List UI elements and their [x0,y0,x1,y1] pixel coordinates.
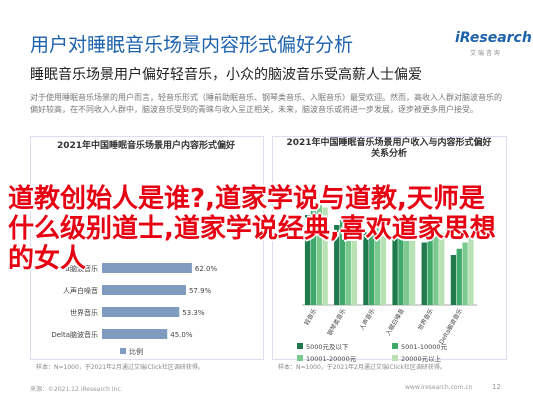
legend-label: 比例 [129,347,143,356]
value-label: 45.0% [170,331,193,339]
logo: iResearch [455,30,532,46]
bar [392,236,398,305]
left-chart: α脑波音乐 62.0% 人声白噪音 57.9% 世界音乐 53.3% Delta脑波音乐 45… [51,263,218,356]
bar [450,255,457,305]
bar [334,225,340,305]
category-label: Delta脑波音乐 [51,330,98,339]
footer-page: 12 [492,383,501,391]
left-chart-title: 2021年中国睡眠音乐场景用户内容形式偏好 [56,141,236,151]
bar [409,227,416,305]
right-note: 样本：N=1000，于2021年2月通过艾瑞iClick社区调研获得。 [278,364,446,371]
right-chart: 轻音乐 钢琴类音乐 人声音乐 入眠白噪音 世界音乐 Delta脑波音乐 5000元及以下 50… [297,205,477,363]
category-label: 世界音乐 [416,307,435,332]
bar [351,215,357,305]
bar [421,242,427,305]
value-label: 53.3% [182,309,205,317]
bar [102,329,168,339]
legend-swatch [392,355,398,361]
bar [304,215,311,305]
category-label: Delta脑波音乐 [437,307,464,346]
bar [456,248,462,305]
left-panel [30,136,264,360]
category-label: 人声白噪音 [63,286,98,295]
legend-label: 20000元以上 [401,354,442,363]
bar [398,232,404,305]
overlay-text: 道教创始人是谁?,道家学说与道教,天师是什么级别道士,道家学说经典,喜欢道家思想… [8,184,496,274]
bar [102,263,192,273]
bar [316,205,322,305]
legend-label: 10001-20000元 [306,355,357,363]
footer-site: www.iresearch.com.cn [405,384,473,391]
bar [322,207,328,305]
title: 用户对睡眠音乐场景内容形式偏好分析 [30,34,354,56]
bar [363,232,369,305]
legend-swatch [392,343,398,349]
bar [404,230,410,305]
category-label: 钢琴类音乐 [326,307,348,337]
bar [369,230,375,305]
subtitle: 睡眠音乐场景用户偏好轻音乐，小众的脑波音乐受高薪人士偏爱 [30,67,422,83]
bar [102,285,186,295]
legend-swatch [120,348,126,354]
bar [339,220,346,305]
legend-label: 5001-10000元 [401,343,448,351]
bar [462,242,468,305]
value-label: 57.9% [189,287,212,295]
bar [468,235,474,305]
bar [433,235,439,305]
right-panel [272,136,507,360]
bar [345,217,352,305]
value-label: 62.0% [195,265,218,273]
category-label: 世界音乐 [70,308,98,317]
logo-sub: 艾 瑞 咨 询 [470,50,500,57]
bar [439,232,445,305]
legend-swatch [297,343,303,349]
right-chart-title: 2021年中国睡眠音乐场景用户收入与内容形式偏好关系分析 [286,138,492,159]
category-label: 轻音乐 [302,307,318,327]
legend-swatch [297,355,303,361]
paragraph: 对于使用睡眠音乐场景的用户而言，轻音乐形式（睡前助眠音乐、钢琴类音乐、入眠音乐）… [30,93,502,114]
bar [310,210,317,305]
footer-source: 来源：©2021.12 iResearch Inc. [30,386,123,393]
category-label: 人声音乐 [358,307,377,332]
left-note: 样本：N=1000，于2021年2月通过艾瑞iClick社区调研获得。 [36,364,204,371]
category-label: 入眠白噪音 [384,307,406,337]
legend-label: 5000元及以下 [306,343,349,351]
category-label: α脑波音乐 [65,264,98,273]
bar [102,307,180,317]
bar [374,227,381,305]
bar [427,237,433,305]
bar [380,222,387,305]
